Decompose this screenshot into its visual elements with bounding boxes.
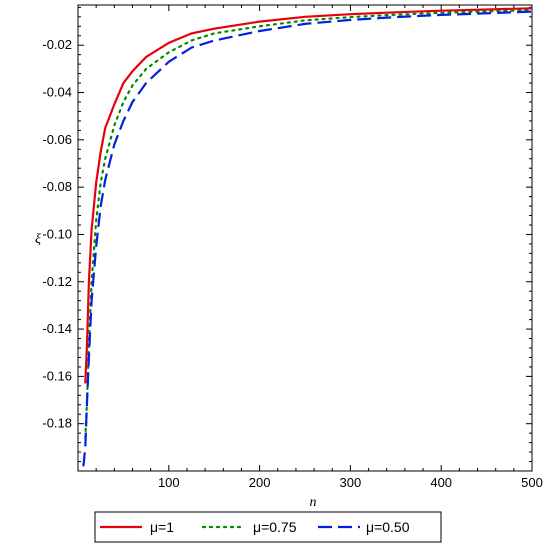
series-line-3 [82, 10, 533, 467]
y-tick-label: -0.18 [42, 416, 72, 431]
y-tick-label: -0.14 [42, 321, 72, 336]
legend-box [94, 511, 442, 543]
legend-label-3: μ=0.50 [366, 519, 410, 535]
y-tick-label: -0.02 [42, 37, 72, 52]
plot-border [77, 4, 533, 472]
x-tick-label: 300 [340, 475, 362, 490]
x-tick-label: 200 [249, 475, 271, 490]
series-line-2 [84, 9, 534, 439]
y-tick-label: -0.12 [42, 274, 72, 289]
legend: μ=1 μ=0.75 μ=0.50 [94, 511, 442, 543]
y-tick-label: -0.04 [42, 85, 72, 100]
legend-label-1: μ=1 [150, 519, 174, 535]
x-tick-label: 500 [521, 475, 543, 490]
axis-ticks: 100 200 300 400 500 -0.02 -0.04 -0.06 -0.08 -0.10… [42, 5, 543, 490]
y-tick-label: -0.08 [42, 179, 72, 194]
x-tick-label: 100 [158, 475, 180, 490]
y-axis-label: ξ [35, 232, 41, 247]
y-tick-label: -0.10 [42, 226, 72, 241]
legend-label-2: μ=0.75 [253, 519, 297, 535]
y-tick-label: -0.06 [42, 132, 72, 147]
y-tick-label: -0.16 [42, 368, 72, 383]
series-line-1 [84, 7, 533, 384]
series-lines [82, 7, 534, 467]
x-tick-label: 400 [430, 475, 452, 490]
plot-frame [77, 4, 533, 472]
x-axis-label: n [310, 495, 317, 510]
